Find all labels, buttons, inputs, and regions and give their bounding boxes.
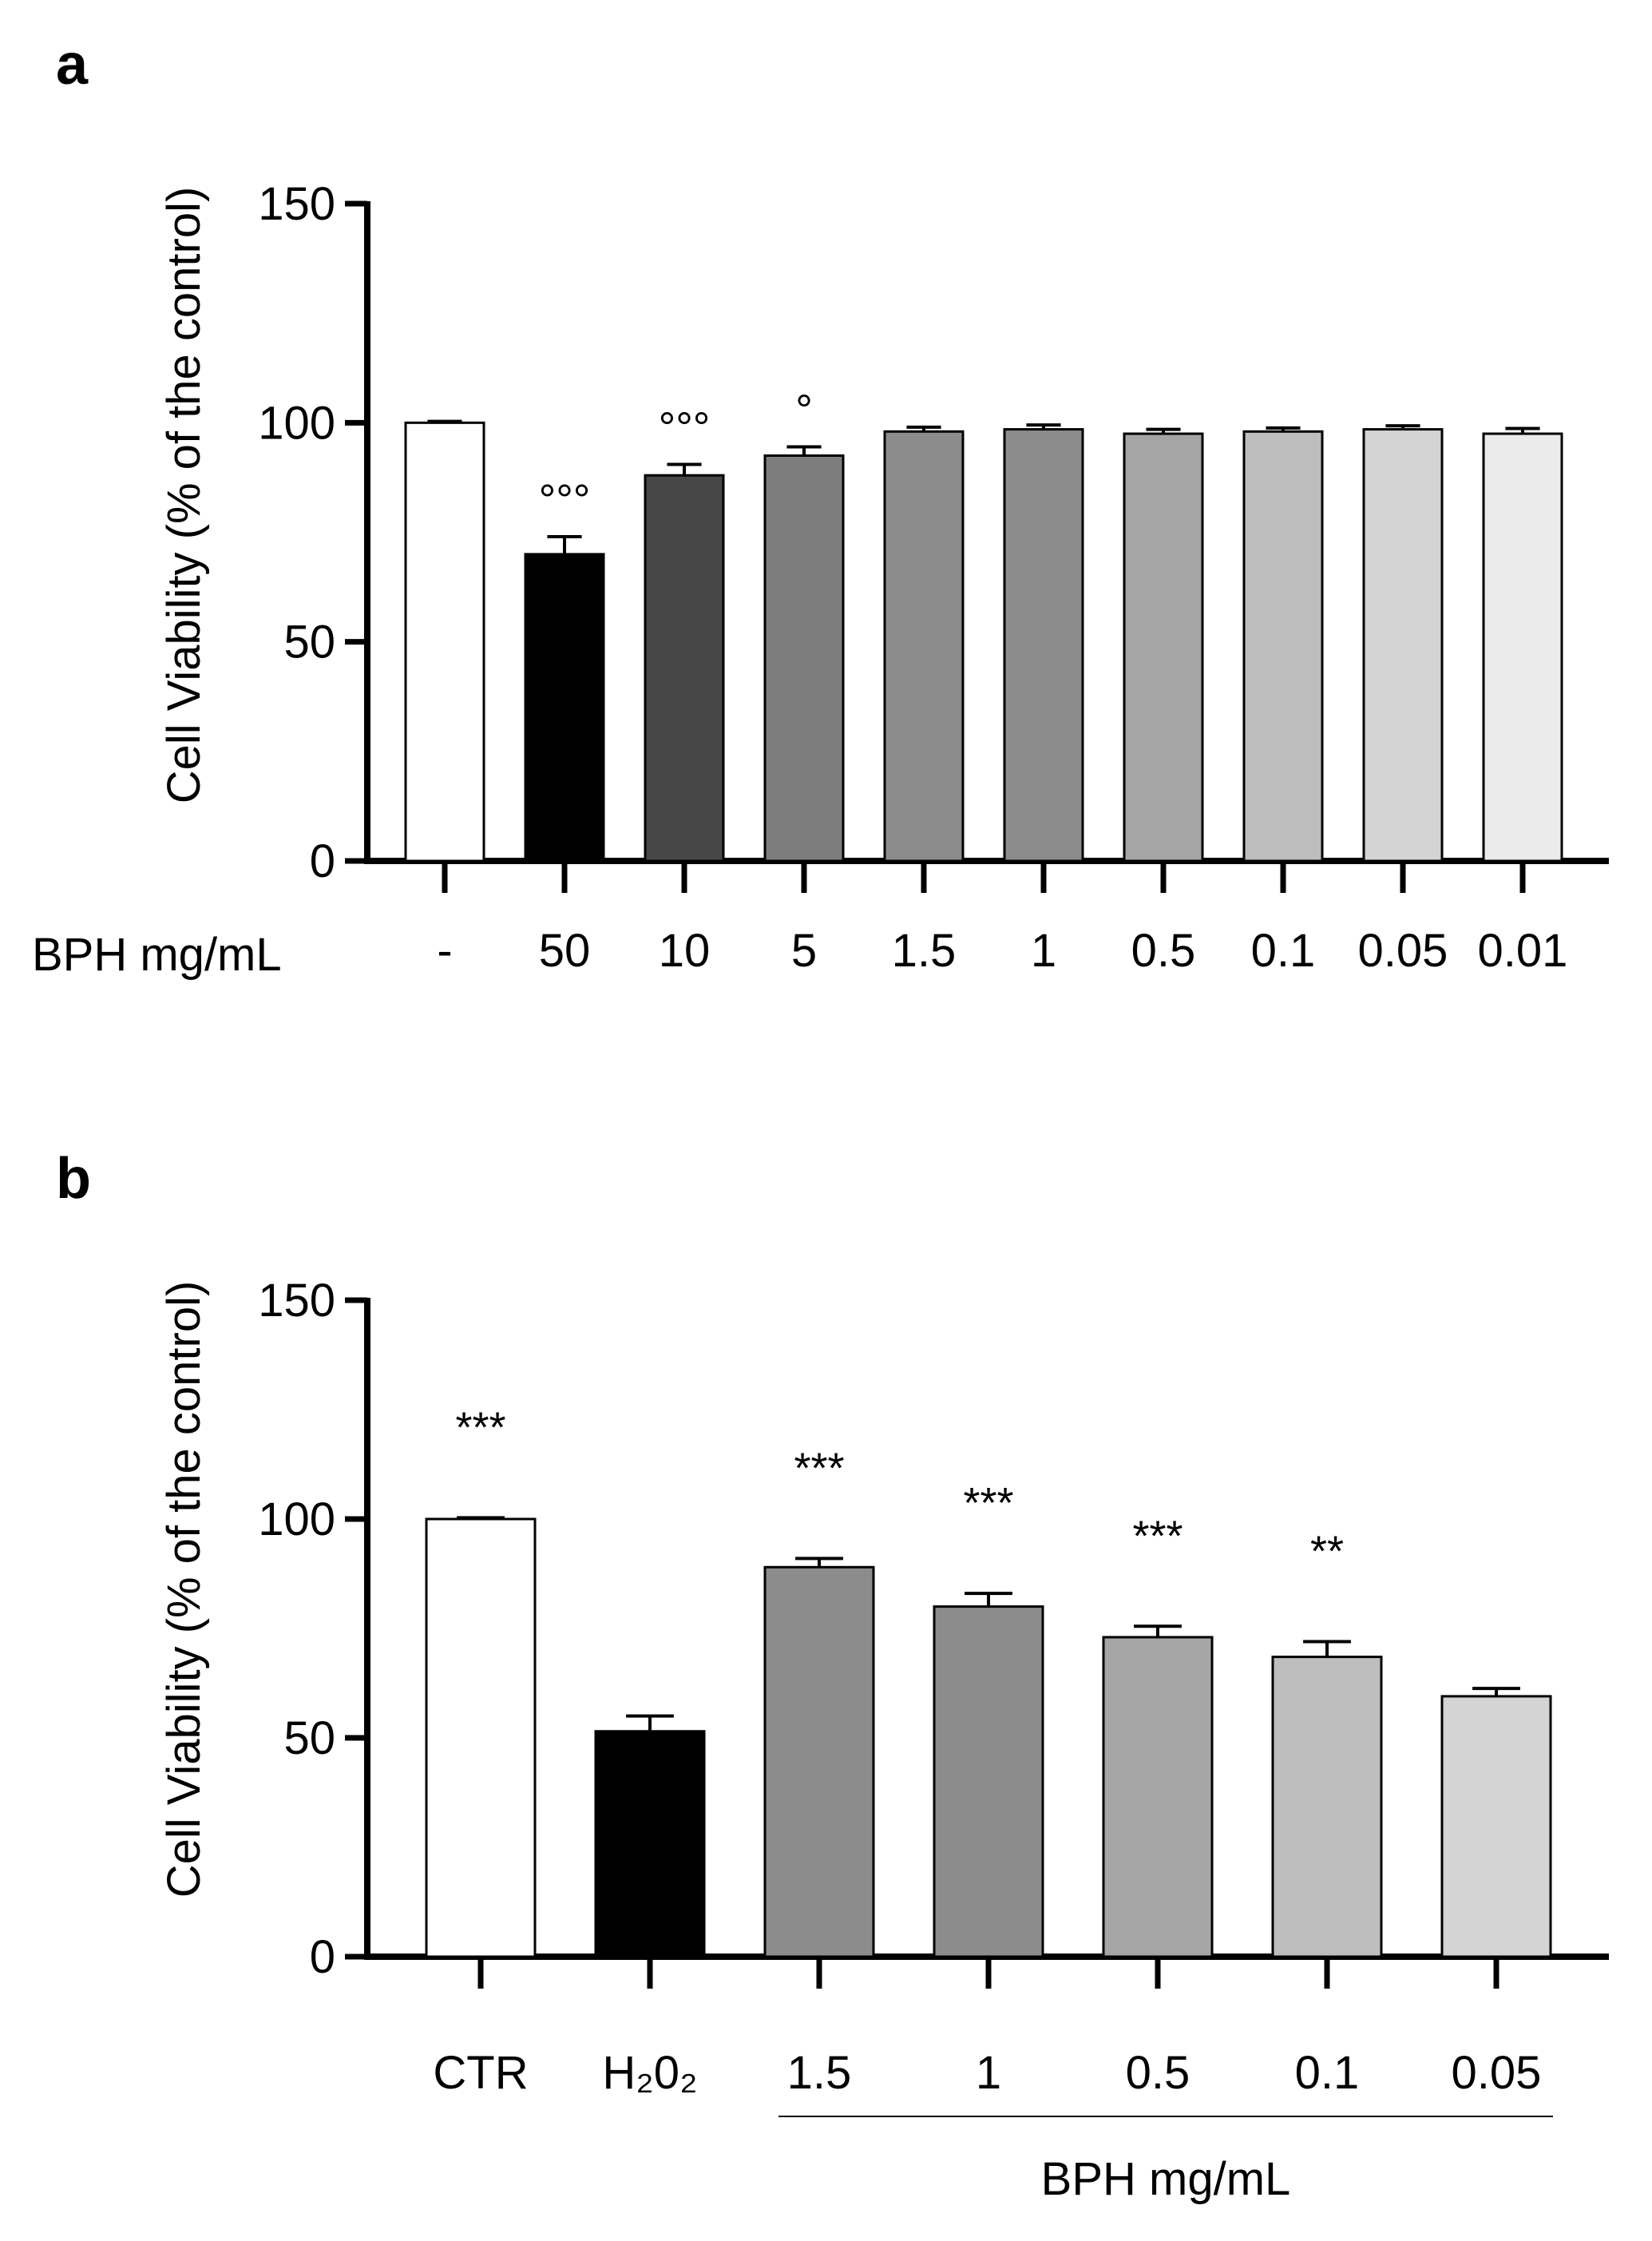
panel-b-significance-mark: *** — [1132, 1512, 1183, 1560]
panel-b-bar — [933, 1605, 1044, 1958]
panel-a-category-label: 0.05 — [1358, 925, 1448, 977]
panel-b-category-label: CTR — [433, 2047, 528, 2099]
panel-b-significance-mark: *** — [963, 1479, 1013, 1527]
panel-a-bar — [404, 421, 485, 863]
panel-b-y-tick-label: 150 — [258, 1275, 335, 1327]
panel-b-category-label: 0.05 — [1452, 2047, 1542, 2099]
panel-a-category-label: 10 — [659, 925, 711, 977]
panel-a-bar — [1003, 428, 1084, 863]
panel-b-bar — [763, 1565, 875, 1958]
panel-a-significance-mark: ° — [795, 387, 813, 434]
panel-a-category-label: 0.5 — [1131, 925, 1196, 977]
panel-a-category-label: - — [437, 925, 452, 977]
panel-a-category-label: 1.5 — [892, 925, 957, 977]
panel-a-bar — [883, 430, 965, 863]
panel-b-category-label: H₂0₂ — [602, 2047, 697, 2099]
panel-b-y-tick-label: 50 — [283, 1712, 335, 1764]
panel-a-bar — [1482, 432, 1563, 863]
panel-b-group-label: BPH mg/mL — [1041, 2153, 1291, 2205]
panel-a-category-label: 1 — [1031, 925, 1056, 977]
panel-b-significance-mark: *** — [794, 1444, 844, 1492]
panel-b-y-tick-label: 0 — [310, 1931, 335, 1983]
panel-b-bar — [594, 1730, 706, 1958]
panel-a-bar — [1362, 428, 1444, 863]
panel-b-bar — [1271, 1656, 1383, 1958]
panel-a-significance-mark: °°° — [659, 403, 711, 451]
panel-b-y-tick-label: 100 — [258, 1493, 335, 1545]
panel-b: b Cell Viability (% of the control) BPH … — [56, 1147, 1609, 2205]
panel-a-category-label: 0.01 — [1478, 925, 1568, 977]
panel-b-category-label: 0.1 — [1295, 2047, 1360, 2099]
panel-b-category-label: 1.5 — [787, 2047, 852, 2099]
panel-a-category-label: 50 — [539, 925, 591, 977]
panel-b-y-axis-title: Cell Viability (% of the control) — [158, 1281, 210, 1898]
panel-a: a Cell Viability (% of the control) BPH … — [32, 33, 1609, 981]
panel-b-significance-mark: ** — [1310, 1527, 1344, 1575]
panel-a-bar — [524, 553, 605, 863]
panel-a-bar — [763, 454, 845, 863]
panel-a-letter: a — [56, 33, 89, 97]
panel-b-category-label: 0.5 — [1126, 2047, 1190, 2099]
panel-b-significance-mark: *** — [455, 1403, 505, 1451]
panel-a-y-tick-label: 150 — [258, 178, 335, 230]
panel-a-y-axis-title: Cell Viability (% of the control) — [158, 187, 210, 804]
panel-b-bar — [1102, 1636, 1214, 1958]
panel-a-category-label: 5 — [791, 925, 817, 977]
panel-b-bar — [425, 1517, 537, 1958]
panel-a-bar — [1123, 432, 1204, 863]
panel-a-category-label: 0.1 — [1251, 925, 1316, 977]
panel-a-y-tick-label: 0 — [310, 835, 335, 887]
panel-a-y-tick-label: 50 — [283, 617, 335, 668]
panel-b-letter: b — [56, 1147, 91, 1211]
panel-a-bar — [644, 474, 725, 863]
panel-a-bar — [1242, 430, 1324, 863]
panel-a-x-axis-title: BPH mg/mL — [32, 929, 282, 981]
panel-a-y-tick-label: 100 — [258, 397, 335, 449]
panel-b-bar — [1440, 1695, 1552, 1958]
panel-a-significance-mark: °°° — [539, 476, 591, 524]
panel-b-category-label: 1 — [976, 2047, 1001, 2099]
